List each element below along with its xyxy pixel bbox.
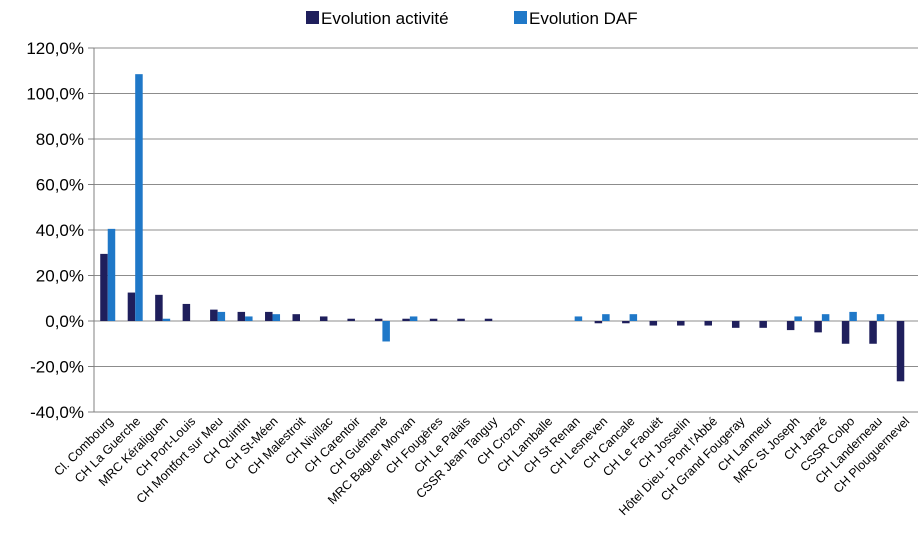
bar-evolution-daf xyxy=(382,321,390,342)
bar-evolution-activite xyxy=(649,321,658,326)
bar-evolution-daf xyxy=(876,314,885,321)
y-tick-label: 120,0% xyxy=(26,39,84,58)
bar-evolution-activite xyxy=(869,321,877,344)
bars xyxy=(100,74,905,382)
legend: Evolution activité Evolution DAF xyxy=(306,9,638,28)
bar-evolution-activite xyxy=(622,321,630,324)
bar-evolution-activite xyxy=(265,311,273,321)
bar-evolution-activite xyxy=(237,311,246,321)
legend-label: Evolution DAF xyxy=(529,9,638,28)
bar-evolution-activite xyxy=(347,318,355,321)
bar-evolution-daf xyxy=(629,314,638,321)
bar-evolution-activite xyxy=(319,316,328,321)
bar-evolution-daf xyxy=(794,316,802,321)
bar-evolution-daf xyxy=(245,316,253,321)
bar-evolution-daf xyxy=(849,311,857,321)
bar-evolution-daf xyxy=(135,74,143,321)
bar-evolution-activite xyxy=(457,318,465,321)
bar-evolution-daf xyxy=(162,318,171,321)
bar-evolution-activite xyxy=(814,321,822,333)
bar-evolution-activite xyxy=(429,318,438,321)
bar-evolution-activite xyxy=(484,318,493,321)
bar-evolution-activite xyxy=(704,321,712,326)
bar-evolution-activite xyxy=(210,309,218,321)
y-tick-label: 80,0% xyxy=(36,130,84,149)
y-tick-label: -40,0% xyxy=(30,403,84,422)
bar-evolution-activite xyxy=(374,318,383,321)
bar-evolution-activite xyxy=(841,321,850,344)
bar-evolution-activite xyxy=(127,292,136,321)
y-tick-label: 20,0% xyxy=(36,267,84,286)
bar-evolution-activite xyxy=(759,321,767,328)
bar-evolution-daf xyxy=(217,311,226,321)
bar-evolution-daf xyxy=(574,316,583,321)
bar-evolution-daf xyxy=(602,314,610,321)
y-tick-label: 60,0% xyxy=(36,176,84,195)
bar-evolution-daf xyxy=(107,228,116,321)
bar-evolution-daf xyxy=(821,314,830,321)
bar-evolution-activite xyxy=(677,321,685,326)
legend-label: Evolution activité xyxy=(321,9,449,28)
legend-swatch xyxy=(306,11,319,24)
gridlines xyxy=(94,47,918,413)
bar-evolution-activite xyxy=(786,321,795,331)
bar-evolution-activite xyxy=(100,253,108,321)
bar-evolution-activite xyxy=(402,318,410,321)
bar-evolution-daf xyxy=(272,314,281,321)
bar-evolution-activite xyxy=(155,294,163,321)
bar-evolution-activite xyxy=(896,321,905,382)
bar-evolution-activite xyxy=(292,314,300,321)
y-tick-label: 0,0% xyxy=(45,312,84,331)
y-tick-label: -20,0% xyxy=(30,358,84,377)
legend-swatch xyxy=(514,11,527,24)
bar-evolution-activite xyxy=(731,321,740,328)
bar-evolution-activite xyxy=(594,321,603,324)
axes xyxy=(93,48,918,413)
bar-evolution-daf xyxy=(409,316,418,321)
y-axis-ticks: 120,0% 100,0% 80,0% 60,0% 40,0% 20,0% 0,0% -20,… xyxy=(26,39,94,422)
y-tick-label: 100,0% xyxy=(26,85,84,104)
y-tick-label: 40,0% xyxy=(36,221,84,240)
bar-evolution-activite xyxy=(182,303,191,321)
